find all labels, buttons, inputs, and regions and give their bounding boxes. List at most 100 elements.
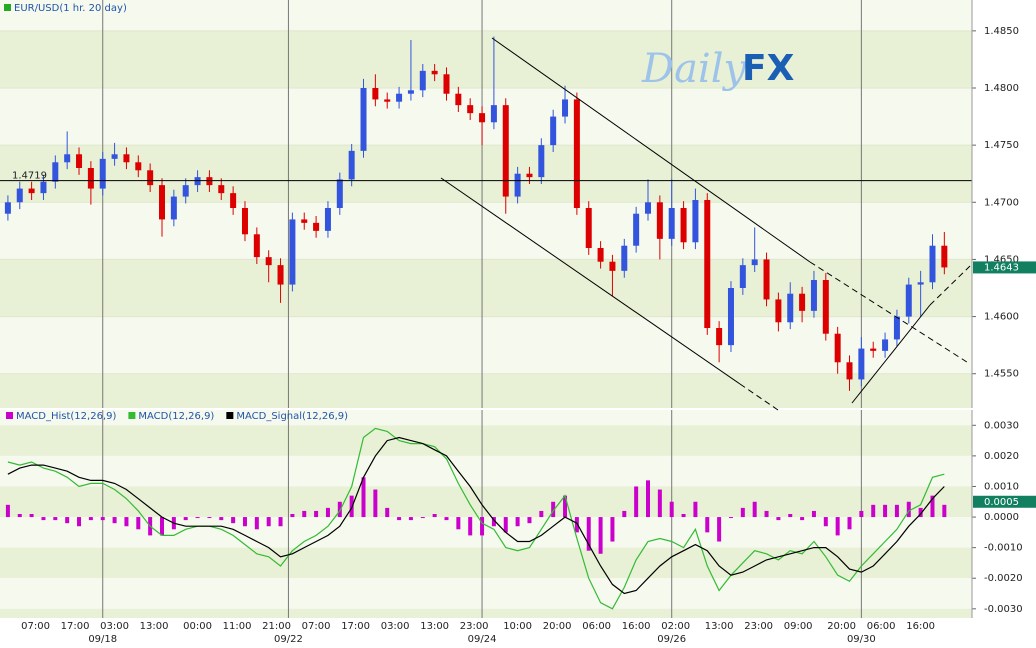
y-tick-label: 1.4800: [984, 83, 1019, 94]
candle-body: [111, 154, 118, 159]
hist-bar: [811, 510, 816, 518]
candle-body: [645, 202, 651, 214]
y-tick-label: 1.4650: [984, 254, 1019, 265]
candle-body: [479, 113, 486, 123]
hist-bar: [136, 517, 141, 530]
trend-line: [440, 177, 741, 385]
hist-bar: [835, 517, 840, 536]
candle-body: [194, 177, 201, 186]
band: [0, 316, 972, 374]
band: [0, 259, 972, 317]
y-tick-label: -0.0020: [984, 573, 1023, 584]
hist-bar: [468, 517, 473, 536]
hist-bar: [397, 517, 402, 521]
candle-body: [799, 293, 806, 311]
date-label: 09/30: [847, 634, 876, 644]
candle-body: [40, 181, 47, 194]
candle-body: [431, 70, 438, 75]
trend-line: [809, 261, 971, 365]
hist-bar: [776, 517, 781, 521]
x-tick-label: 23:00: [744, 621, 773, 632]
hist-bar: [788, 514, 793, 518]
x-tick-label: 07:00: [21, 621, 50, 632]
hist-bar: [337, 501, 342, 518]
hist-bar: [160, 517, 164, 536]
hist-bar: [764, 510, 769, 518]
y-tick-label: 0.0020: [984, 451, 1019, 462]
x-tick-label: 10:00: [503, 621, 532, 632]
candle-body: [277, 265, 284, 285]
candle-body: [692, 200, 699, 243]
hist-bar: [693, 501, 698, 518]
candle-body: [917, 282, 924, 285]
candle-body: [241, 208, 248, 235]
trend-line: [851, 304, 931, 404]
hist-bar: [515, 517, 520, 527]
hist-bar: [480, 517, 485, 536]
y-tick-label: 1.4550: [984, 369, 1019, 380]
band: [0, 608, 972, 618]
legend-label: MACD_Hist(12,26,9): [16, 411, 116, 422]
hist-bar: [100, 517, 105, 521]
hist-bar: [361, 477, 366, 518]
x-tick-label: 06:00: [867, 621, 896, 632]
candle-body: [123, 154, 130, 163]
candle-body: [751, 259, 758, 266]
candle-body: [28, 188, 35, 194]
candle-body: [313, 222, 320, 231]
candle-body: [668, 208, 675, 239]
hist-bar: [646, 480, 650, 518]
hist-bar: [124, 517, 129, 527]
x-tick-label: 20:00: [543, 621, 572, 632]
hist-bar: [681, 514, 686, 518]
hist-bar: [491, 517, 496, 527]
x-tick-label: 16:00: [622, 621, 651, 632]
candle-body: [265, 257, 272, 266]
candle-body: [372, 88, 379, 100]
hist-bar: [53, 517, 58, 521]
candle-body: [538, 145, 545, 178]
x-tick-label: 20:00: [827, 621, 856, 632]
hist-bar: [408, 517, 413, 521]
candle-body: [633, 213, 640, 246]
hist-bar: [17, 514, 22, 518]
hist-bar: [669, 501, 674, 518]
candle-body: [182, 185, 189, 197]
x-tick-label: 00:00: [183, 621, 212, 632]
x-tick-label: 02:00: [661, 621, 690, 632]
x-tick-label: 03:00: [381, 621, 410, 632]
y-tick-label: 0.0000: [984, 512, 1019, 523]
candle-body: [135, 162, 142, 171]
candle-body: [99, 158, 106, 189]
x-tick-label: 07:00: [302, 621, 331, 632]
candle-body: [76, 154, 83, 168]
y-tick-label: 1.4600: [984, 312, 1019, 323]
hist-bar: [740, 507, 745, 518]
band: [0, 0, 972, 31]
hist-bar: [800, 517, 805, 521]
candle-body: [775, 299, 782, 323]
candle-body: [704, 200, 711, 328]
candle-body: [348, 150, 355, 180]
band: [0, 578, 972, 609]
candle-body: [502, 105, 509, 197]
candle-body: [882, 339, 889, 351]
logo-script: Daily: [641, 46, 748, 92]
reference-label: 1.4719: [12, 171, 47, 182]
x-tick-label: 17:00: [341, 621, 370, 632]
value-box-label: 0.0005: [984, 497, 1019, 508]
trend-line: [491, 37, 811, 263]
x-tick-label: 21:00: [262, 621, 291, 632]
x-tick-label: 13:00: [420, 621, 449, 632]
band: [0, 145, 972, 203]
candle-body: [526, 173, 533, 178]
y-tick-label: 0.0030: [984, 420, 1019, 431]
hist-bar: [183, 517, 188, 521]
band: [0, 486, 972, 518]
candle-body: [407, 90, 414, 94]
x-tick-label: 23:00: [460, 621, 489, 632]
candle-body: [147, 170, 154, 186]
hist-bar: [41, 517, 46, 521]
legend-label: MACD(12,26,9): [138, 411, 214, 422]
